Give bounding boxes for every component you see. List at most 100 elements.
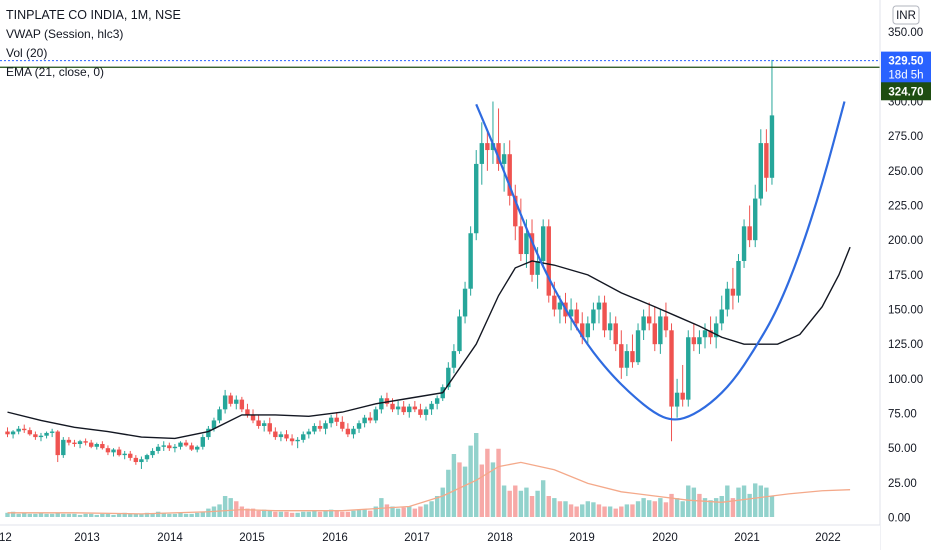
candle-body (77, 441, 83, 445)
volume-bar (764, 487, 769, 517)
volume-bar (72, 513, 77, 517)
currency-box[interactable] (892, 5, 920, 25)
candle-body (501, 154, 507, 164)
volume-bar (401, 507, 406, 517)
volume-bar (758, 485, 763, 517)
candle-body (61, 439, 66, 456)
volume-bar (183, 513, 189, 517)
symbol-title[interactable]: TINPLATE CO INDIA, 1M, NSE (6, 8, 181, 22)
candle-body (630, 351, 635, 363)
candle-body (619, 344, 624, 368)
x-tick-label: 2022 (815, 532, 841, 544)
volume-bar (635, 501, 641, 517)
volume-bar (150, 513, 155, 517)
x-tick-label: 2014 (157, 532, 183, 544)
volume-bar (328, 509, 334, 517)
candle-body (457, 316, 462, 352)
candle-body (267, 423, 272, 432)
candle-body (66, 439, 72, 443)
candle-body (245, 409, 250, 415)
volume-bar (345, 511, 351, 517)
candle-body (178, 442, 183, 447)
volume-bar (535, 490, 540, 517)
chart-legend: TINPLATE CO INDIA, 1M, NSE VWAP (Session… (6, 6, 181, 82)
candle-body (624, 351, 630, 368)
volume-bar (139, 513, 144, 517)
time-axis[interactable]: 2012 2013 2014 2015 2016 2017 2018 2019 2020 2021… (0, 524, 880, 550)
candle-body (10, 431, 16, 435)
candle-body (368, 417, 373, 421)
candle-body (596, 302, 602, 310)
volume-bar (490, 462, 496, 517)
volume-bar (100, 513, 105, 517)
candle-body (44, 432, 49, 436)
volume-bar (49, 513, 55, 517)
candle-body (546, 226, 551, 296)
candle-body (407, 406, 412, 413)
volume-bar (529, 496, 535, 517)
candle-body (591, 309, 596, 324)
volume-bar (77, 514, 83, 517)
volume-bar (474, 433, 479, 517)
candle-body (769, 115, 775, 178)
candle-body (719, 309, 724, 324)
candle-body (284, 434, 289, 439)
volume-bar (702, 498, 708, 517)
y-tick-label: 125.00 (888, 339, 923, 351)
price-axis[interactable]: 350.00325.00300.00275.00250.00225.00200.… (879, 0, 932, 550)
candle-countdown: 18d 5h (888, 70, 923, 82)
candle-body (535, 260, 540, 275)
volume-bar (395, 508, 401, 517)
ema-indicator-label[interactable]: EMA (21, close, 0) (6, 65, 105, 79)
candle-body (22, 428, 27, 431)
candle-body (680, 392, 685, 400)
candle-body (713, 323, 719, 338)
candle-body (155, 446, 161, 451)
candle-body (301, 434, 306, 440)
candle-body (669, 330, 674, 407)
volume-bar (434, 496, 440, 517)
candle-body (479, 143, 484, 164)
candle-body (289, 438, 295, 442)
volume-bar (568, 504, 574, 517)
ema-path (7, 246, 851, 440)
volume-bar (89, 513, 94, 517)
volume-bar (116, 513, 122, 517)
volume-bar (61, 513, 66, 517)
candle-body (686, 337, 691, 400)
volume-bar (295, 512, 300, 517)
candle-body (55, 431, 60, 456)
candle-body (89, 442, 94, 447)
x-tick-label: 2016 (322, 532, 348, 544)
y-tick-label: 225.00 (888, 201, 923, 213)
candle-body (485, 143, 490, 151)
volume-bar (334, 510, 339, 517)
candle-body (524, 233, 529, 255)
candle-body (351, 428, 356, 435)
y-tick-label: 275.00 (888, 131, 923, 143)
candle-body (27, 430, 33, 435)
volume-bar (323, 510, 328, 517)
volume-bar (596, 504, 602, 517)
candle-body (295, 439, 300, 442)
candle-body (362, 417, 367, 424)
cup-curve[interactable] (475, 101, 846, 421)
candle-body (658, 316, 663, 345)
candle-body (234, 399, 239, 404)
candle-body (429, 403, 434, 410)
x-tick-label: 2012 (0, 532, 12, 544)
volume-bar (178, 512, 183, 517)
vwap-indicator-label[interactable]: VWAP (Session, hlc3) (6, 27, 124, 41)
volume-bar (384, 504, 390, 517)
volume-bar (301, 511, 306, 517)
cup-pattern-drawing (475, 101, 846, 421)
volume-bar (619, 506, 624, 517)
volume-bar (189, 513, 194, 517)
volume-indicator-label[interactable]: Vol (20) (6, 46, 48, 60)
candle-body (462, 288, 468, 317)
volume-bar (479, 464, 484, 517)
candle-body (83, 441, 88, 443)
volume-bar (245, 508, 250, 517)
candle-body (49, 431, 55, 433)
